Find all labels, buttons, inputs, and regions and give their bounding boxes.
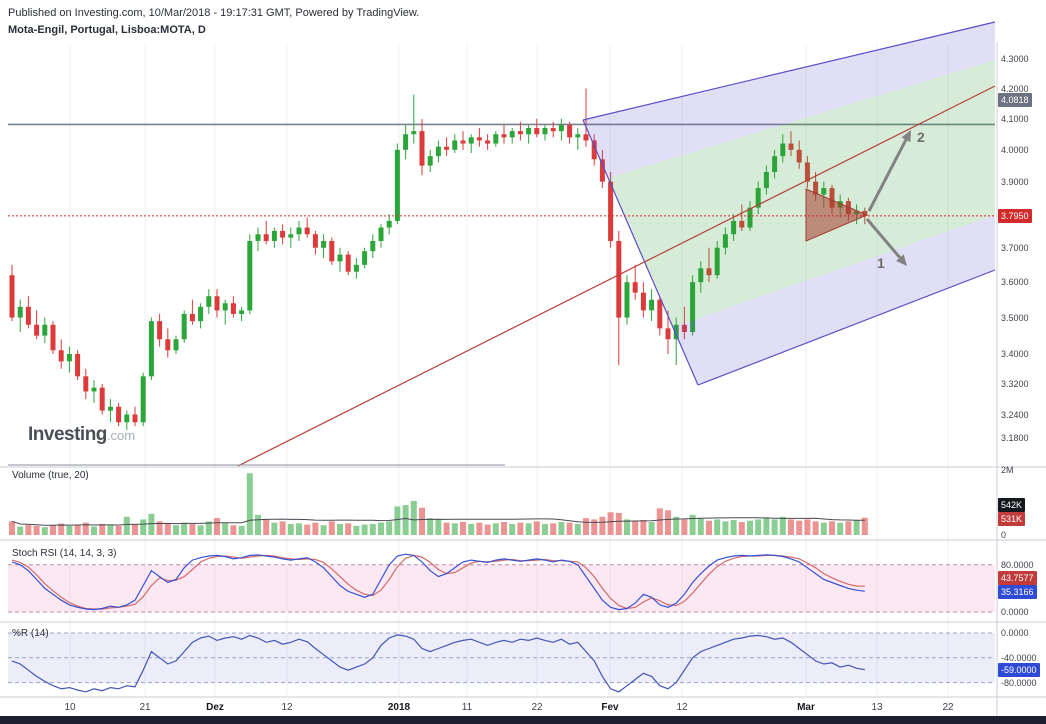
wpr-pane-title: %R (14): [12, 628, 49, 639]
arrow-label-2: 2: [917, 129, 925, 145]
bottom-bar: [0, 716, 1046, 724]
watermark-light-text: .com: [106, 428, 136, 443]
volume-pane-title: Volume (true, 20): [12, 470, 89, 481]
arrow-label-1: 1: [877, 255, 885, 271]
watermark-bold-text: Investing: [28, 424, 107, 445]
investing-watermark: Investing.com: [28, 424, 135, 446]
stoch-pane-title: Stoch RSI (14, 14, 3, 3): [12, 548, 117, 559]
symbol-title: Mota-Engil, Portugal, Lisboa:MOTA, D: [8, 24, 206, 36]
published-line: Published on Investing.com, 10/Mar/2018 …: [8, 7, 420, 19]
